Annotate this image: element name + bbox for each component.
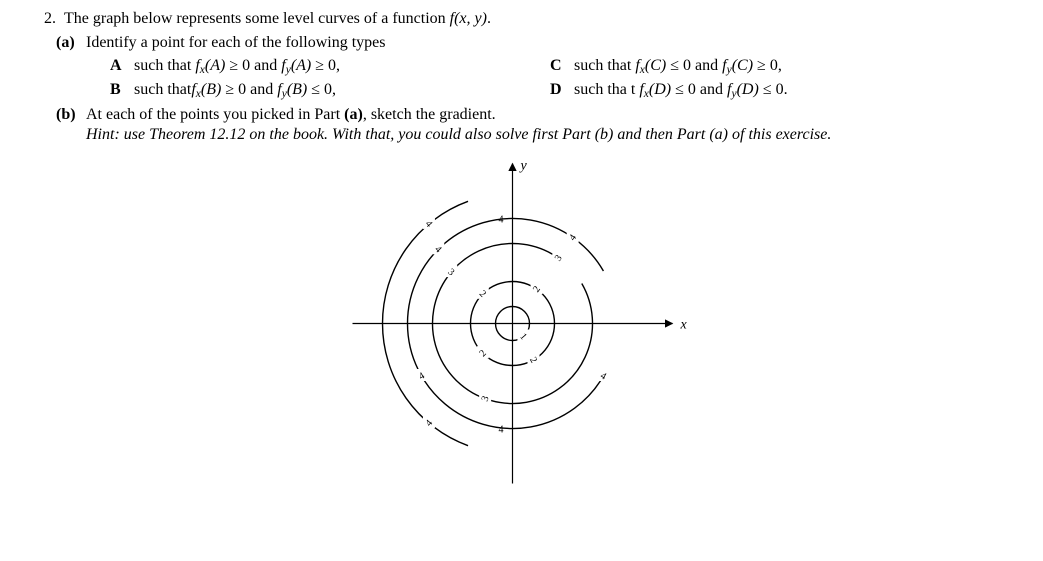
option-C-f2: f [722,57,726,74]
part-b-suffix: , sketch the gradient. [363,106,496,123]
option-D-r1: ≤ 0 [671,81,696,98]
part-b-ref: (a) [344,106,363,123]
question-number: 2. [30,10,64,28]
option-A-r1: ≥ 0 [225,57,250,74]
svg-text:x: x [679,318,687,333]
part-a-text: Identify a point for each of the followi… [86,34,1013,52]
option-D-r2: ≤ 0. [759,81,788,98]
option-D-text: such tha t fx(D) ≤ 0 and fy(D) ≤ 0. [574,78,788,102]
part-b-label: (b) [56,106,86,124]
part-b-prefix: At each of the points you picked in Part [86,106,344,123]
option-A-join: and [250,57,281,74]
option-C-a2: (C) [732,57,753,74]
option-B-lead: such that [134,81,191,98]
part-b-row: (b) At each of the points you picked in … [56,106,1013,124]
option-D-a2: (D) [737,81,759,98]
option-B-r2: ≤ 0, [307,81,336,98]
option-D-lead: such tha t [574,81,639,98]
option-A-a2: (A) [291,57,311,74]
question-prompt: The graph below represents some level cu… [64,10,1013,28]
prompt-suffix: . [487,10,491,27]
option-C: C such that fx(C) ≤ 0 and fy(C) ≥ 0, [550,54,990,78]
figure-container: xy4412222333444444 [30,162,1013,502]
option-D-a1: (D) [649,81,671,98]
option-A-text: such that fx(A) ≥ 0 and fy(A) ≥ 0, [134,54,340,78]
option-B-a2: (B) [287,81,307,98]
svg-text:4: 4 [498,425,503,436]
options-grid: A such that fx(A) ≥ 0 and fy(A) ≥ 0, B s… [110,54,1013,102]
option-A-r2: ≥ 0, [311,57,340,74]
option-D: D such tha t fx(D) ≤ 0 and fy(D) ≤ 0. [550,78,990,102]
contour-figure: xy4412222333444444 [332,162,712,502]
part-a-row: (a) Identify a point for each of the fol… [56,34,1013,52]
option-D-label: D [550,78,574,102]
option-B-r1: ≥ 0 [221,81,246,98]
option-C-join: and [691,57,722,74]
part-a-label: (a) [56,34,86,52]
option-C-text: such that fx(C) ≤ 0 and fy(C) ≥ 0, [574,54,782,78]
option-B-join: and [246,81,277,98]
option-C-s2: y [727,64,732,76]
option-A: A such that fx(A) ≥ 0 and fy(A) ≥ 0, [110,54,550,78]
option-C-r1: ≤ 0 [666,57,691,74]
option-A-s2: y [286,64,291,76]
option-B: B such thatfx(B) ≥ 0 and fy(B) ≤ 0, [110,78,550,102]
prompt-prefix: The graph below represents some level cu… [64,10,450,27]
options-column-left: A such that fx(A) ≥ 0 and fy(A) ≥ 0, B s… [110,54,550,102]
option-D-s1: x [644,88,649,100]
option-A-label: A [110,54,134,78]
page: 2. The graph below represents some level… [0,0,1043,522]
option-B-text: such thatfx(B) ≥ 0 and fy(B) ≤ 0, [134,78,336,102]
option-B-s1: x [196,88,201,100]
svg-text:y: y [518,162,527,174]
option-A-a1: (A) [205,57,225,74]
option-C-label: C [550,54,574,78]
option-C-a1: (C) [645,57,666,74]
option-B-a1: (B) [201,81,221,98]
option-C-r2: ≥ 0, [753,57,782,74]
hint-text: Hint: use Theorem 12.12 on the book. Wit… [86,126,1013,144]
part-b-text: At each of the points you picked in Part… [86,106,1013,124]
option-B-s2: y [282,88,287,100]
prompt-fn: f(x, y) [450,10,487,27]
options-column-right: C such that fx(C) ≤ 0 and fy(C) ≥ 0, D s… [550,54,990,102]
question-row: 2. The graph below represents some level… [30,10,1013,28]
option-D-s2: y [731,88,736,100]
option-D-join: and [696,81,727,98]
option-A-s1: x [200,64,205,76]
option-C-lead: such that [574,57,635,74]
option-C-s1: x [640,64,645,76]
option-A-lead: such that [134,57,195,74]
option-B-label: B [110,78,134,102]
